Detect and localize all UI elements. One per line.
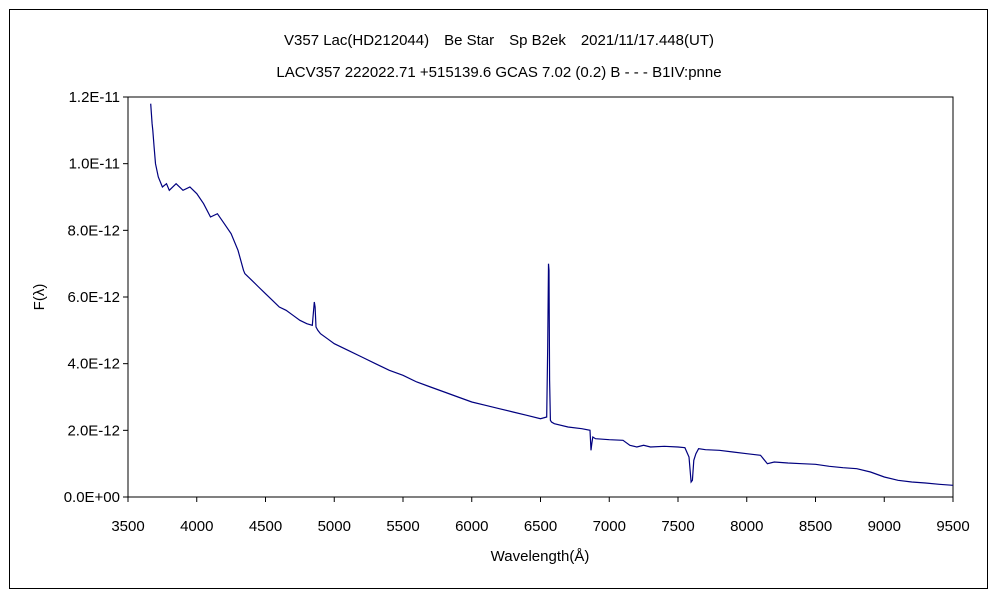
y-axis-label: F(λ) [31, 284, 48, 311]
y-tick-label: 2.0E-12 [67, 422, 120, 439]
y-tick-label: 0.0E+00 [64, 489, 120, 506]
y-tick-label: 1.2E-11 [69, 89, 120, 106]
x-tick-label: 9000 [868, 518, 901, 535]
x-tick-label: 6000 [455, 518, 488, 535]
x-tick-label: 7000 [593, 518, 626, 535]
x-tick-label: 7500 [661, 518, 694, 535]
y-axis: 0.0E+00 2.0E-12 4.0E-12 6.0E-12 8.0E-12 1.0E-… [64, 89, 128, 506]
chart-frame [9, 9, 988, 589]
chart-title: V357 Lac(HD212044) Be Star Sp B2ek 2021/… [284, 32, 714, 49]
plot-area [127, 96, 954, 498]
spectrum-line [150, 103, 954, 486]
x-tick-label: 9500 [936, 518, 969, 535]
x-tick-label: 8500 [799, 518, 832, 535]
x-tick-label: 4000 [180, 518, 213, 535]
x-tick-label: 6500 [524, 518, 557, 535]
y-tick-label: 4.0E-12 [67, 356, 120, 373]
x-tick-label: 8000 [730, 518, 763, 535]
x-tick-label: 5500 [386, 518, 419, 535]
x-tick-label: 5000 [318, 518, 351, 535]
x-axis: 3500 4000 4500 5000 5500 6000 6500 7000 7500 8000… [111, 497, 970, 535]
x-tick-label: 4500 [249, 518, 282, 535]
x-tick-label: 3500 [111, 518, 144, 535]
y-tick-label: 6.0E-12 [67, 289, 120, 306]
y-tick-label: 8.0E-12 [67, 222, 120, 239]
x-axis-label: Wavelength(Å) [491, 548, 590, 565]
chart-subtitle: LACV357 222022.71 +515139.6 GCAS 7.02 (0… [276, 64, 721, 81]
y-tick-label: 1.0E-11 [69, 156, 120, 173]
